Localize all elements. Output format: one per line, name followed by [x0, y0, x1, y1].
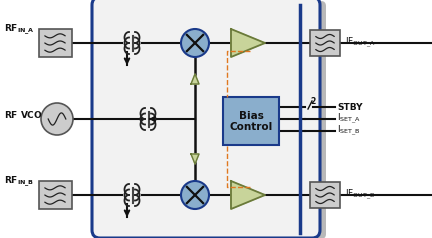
- Text: Control: Control: [229, 122, 273, 132]
- Text: $\mathrm{I_{SET\_B}}$: $\mathrm{I_{SET\_B}}$: [337, 124, 361, 138]
- Text: $\mathbf{RF\ VCO}$: $\mathbf{RF\ VCO}$: [4, 109, 43, 120]
- Polygon shape: [191, 74, 199, 84]
- Text: $\mathrm{IF_{OUT\_A}}$: $\mathrm{IF_{OUT\_A}}$: [345, 36, 376, 50]
- Text: $\mathbf{RF_{IN\_A}}$: $\mathbf{RF_{IN\_A}}$: [4, 23, 35, 37]
- FancyBboxPatch shape: [98, 1, 326, 238]
- Text: $\mathrm{IF_{OUT\_B}}$: $\mathrm{IF_{OUT\_B}}$: [345, 188, 375, 202]
- Text: $\mathbf{RF_{IN\_B}}$: $\mathbf{RF_{IN\_B}}$: [4, 175, 35, 189]
- Bar: [38, 181, 72, 209]
- Bar: [310, 30, 340, 56]
- Bar: [310, 182, 340, 208]
- Text: $\mathrm{I_{SET\_A}}$: $\mathrm{I_{SET\_A}}$: [337, 112, 361, 126]
- Circle shape: [41, 103, 73, 135]
- Polygon shape: [191, 154, 199, 164]
- Bar: [38, 29, 72, 57]
- FancyBboxPatch shape: [92, 0, 320, 238]
- Polygon shape: [231, 181, 265, 209]
- Bar: [223, 97, 279, 145]
- Circle shape: [181, 29, 209, 57]
- Text: 2: 2: [310, 98, 315, 106]
- Text: STBY: STBY: [337, 103, 362, 111]
- Polygon shape: [231, 29, 265, 57]
- Circle shape: [181, 181, 209, 209]
- Text: Bias: Bias: [238, 111, 264, 121]
